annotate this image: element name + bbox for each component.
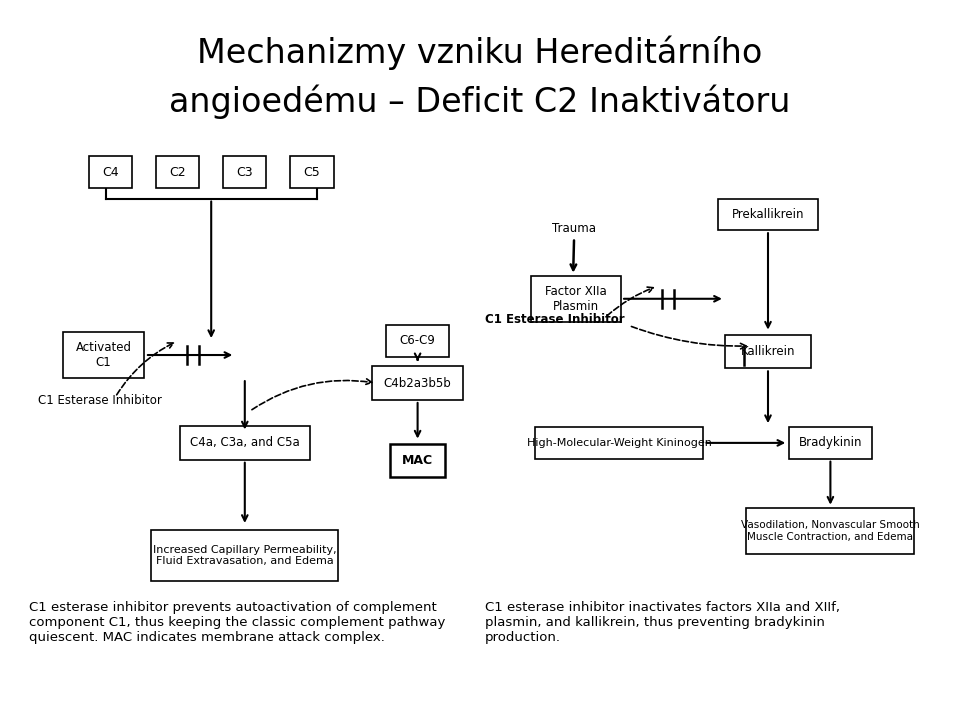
FancyBboxPatch shape — [390, 444, 444, 477]
Text: MAC: MAC — [402, 454, 433, 467]
Text: C3: C3 — [236, 166, 253, 179]
Text: C4a, C3a, and C5a: C4a, C3a, and C5a — [190, 437, 300, 449]
Text: Prekallikrein: Prekallikrein — [732, 208, 804, 221]
Text: High-Molecular-Weight Kininogen: High-Molecular-Weight Kininogen — [527, 438, 711, 448]
Text: Bradykinin: Bradykinin — [799, 437, 862, 449]
Text: angioedému – Deficit C2 Inaktivátoru: angioedému – Deficit C2 Inaktivátoru — [169, 84, 791, 120]
Text: C5: C5 — [303, 166, 321, 179]
Text: Trauma: Trauma — [552, 222, 596, 235]
Text: Vasodilation, Nonvascular Smooth
Muscle Contraction, and Edema: Vasodilation, Nonvascular Smooth Muscle … — [741, 520, 920, 541]
Text: Kallikrein: Kallikrein — [741, 345, 795, 358]
Text: C2: C2 — [169, 166, 186, 179]
FancyBboxPatch shape — [747, 508, 914, 554]
Text: C1 esterase inhibitor inactivates factors XIIa and XIIf,
plasmin, and kallikrein: C1 esterase inhibitor inactivates factor… — [485, 601, 840, 644]
Text: Factor XIIa
Plasmin: Factor XIIa Plasmin — [545, 285, 607, 313]
FancyBboxPatch shape — [789, 427, 872, 459]
FancyBboxPatch shape — [718, 198, 818, 231]
FancyBboxPatch shape — [180, 426, 309, 460]
FancyBboxPatch shape — [156, 156, 200, 188]
Text: C1 Esterase Inhibitor: C1 Esterase Inhibitor — [485, 314, 624, 326]
Text: C6-C9: C6-C9 — [399, 335, 436, 347]
FancyBboxPatch shape — [223, 156, 267, 188]
FancyBboxPatch shape — [290, 156, 334, 188]
FancyBboxPatch shape — [536, 427, 703, 459]
Text: Activated
C1: Activated C1 — [76, 341, 132, 369]
FancyBboxPatch shape — [725, 335, 811, 368]
FancyBboxPatch shape — [386, 325, 448, 356]
Text: C1 esterase inhibitor prevents autoactivation of complement
component C1, thus k: C1 esterase inhibitor prevents autoactiv… — [29, 601, 445, 644]
Text: Mechanizmy vzniku Hereditárního: Mechanizmy vzniku Hereditárního — [198, 35, 762, 70]
FancyBboxPatch shape — [63, 332, 145, 378]
FancyBboxPatch shape — [372, 366, 463, 400]
Text: C1 Esterase Inhibitor: C1 Esterase Inhibitor — [38, 394, 162, 407]
Text: C4: C4 — [102, 166, 119, 179]
FancyBboxPatch shape — [88, 156, 132, 188]
FancyBboxPatch shape — [151, 530, 339, 581]
Text: Increased Capillary Permeability,
Fluid Extravasation, and Edema: Increased Capillary Permeability, Fluid … — [153, 545, 337, 566]
Text: C4b2a3b5b: C4b2a3b5b — [384, 377, 451, 389]
FancyBboxPatch shape — [532, 276, 620, 322]
